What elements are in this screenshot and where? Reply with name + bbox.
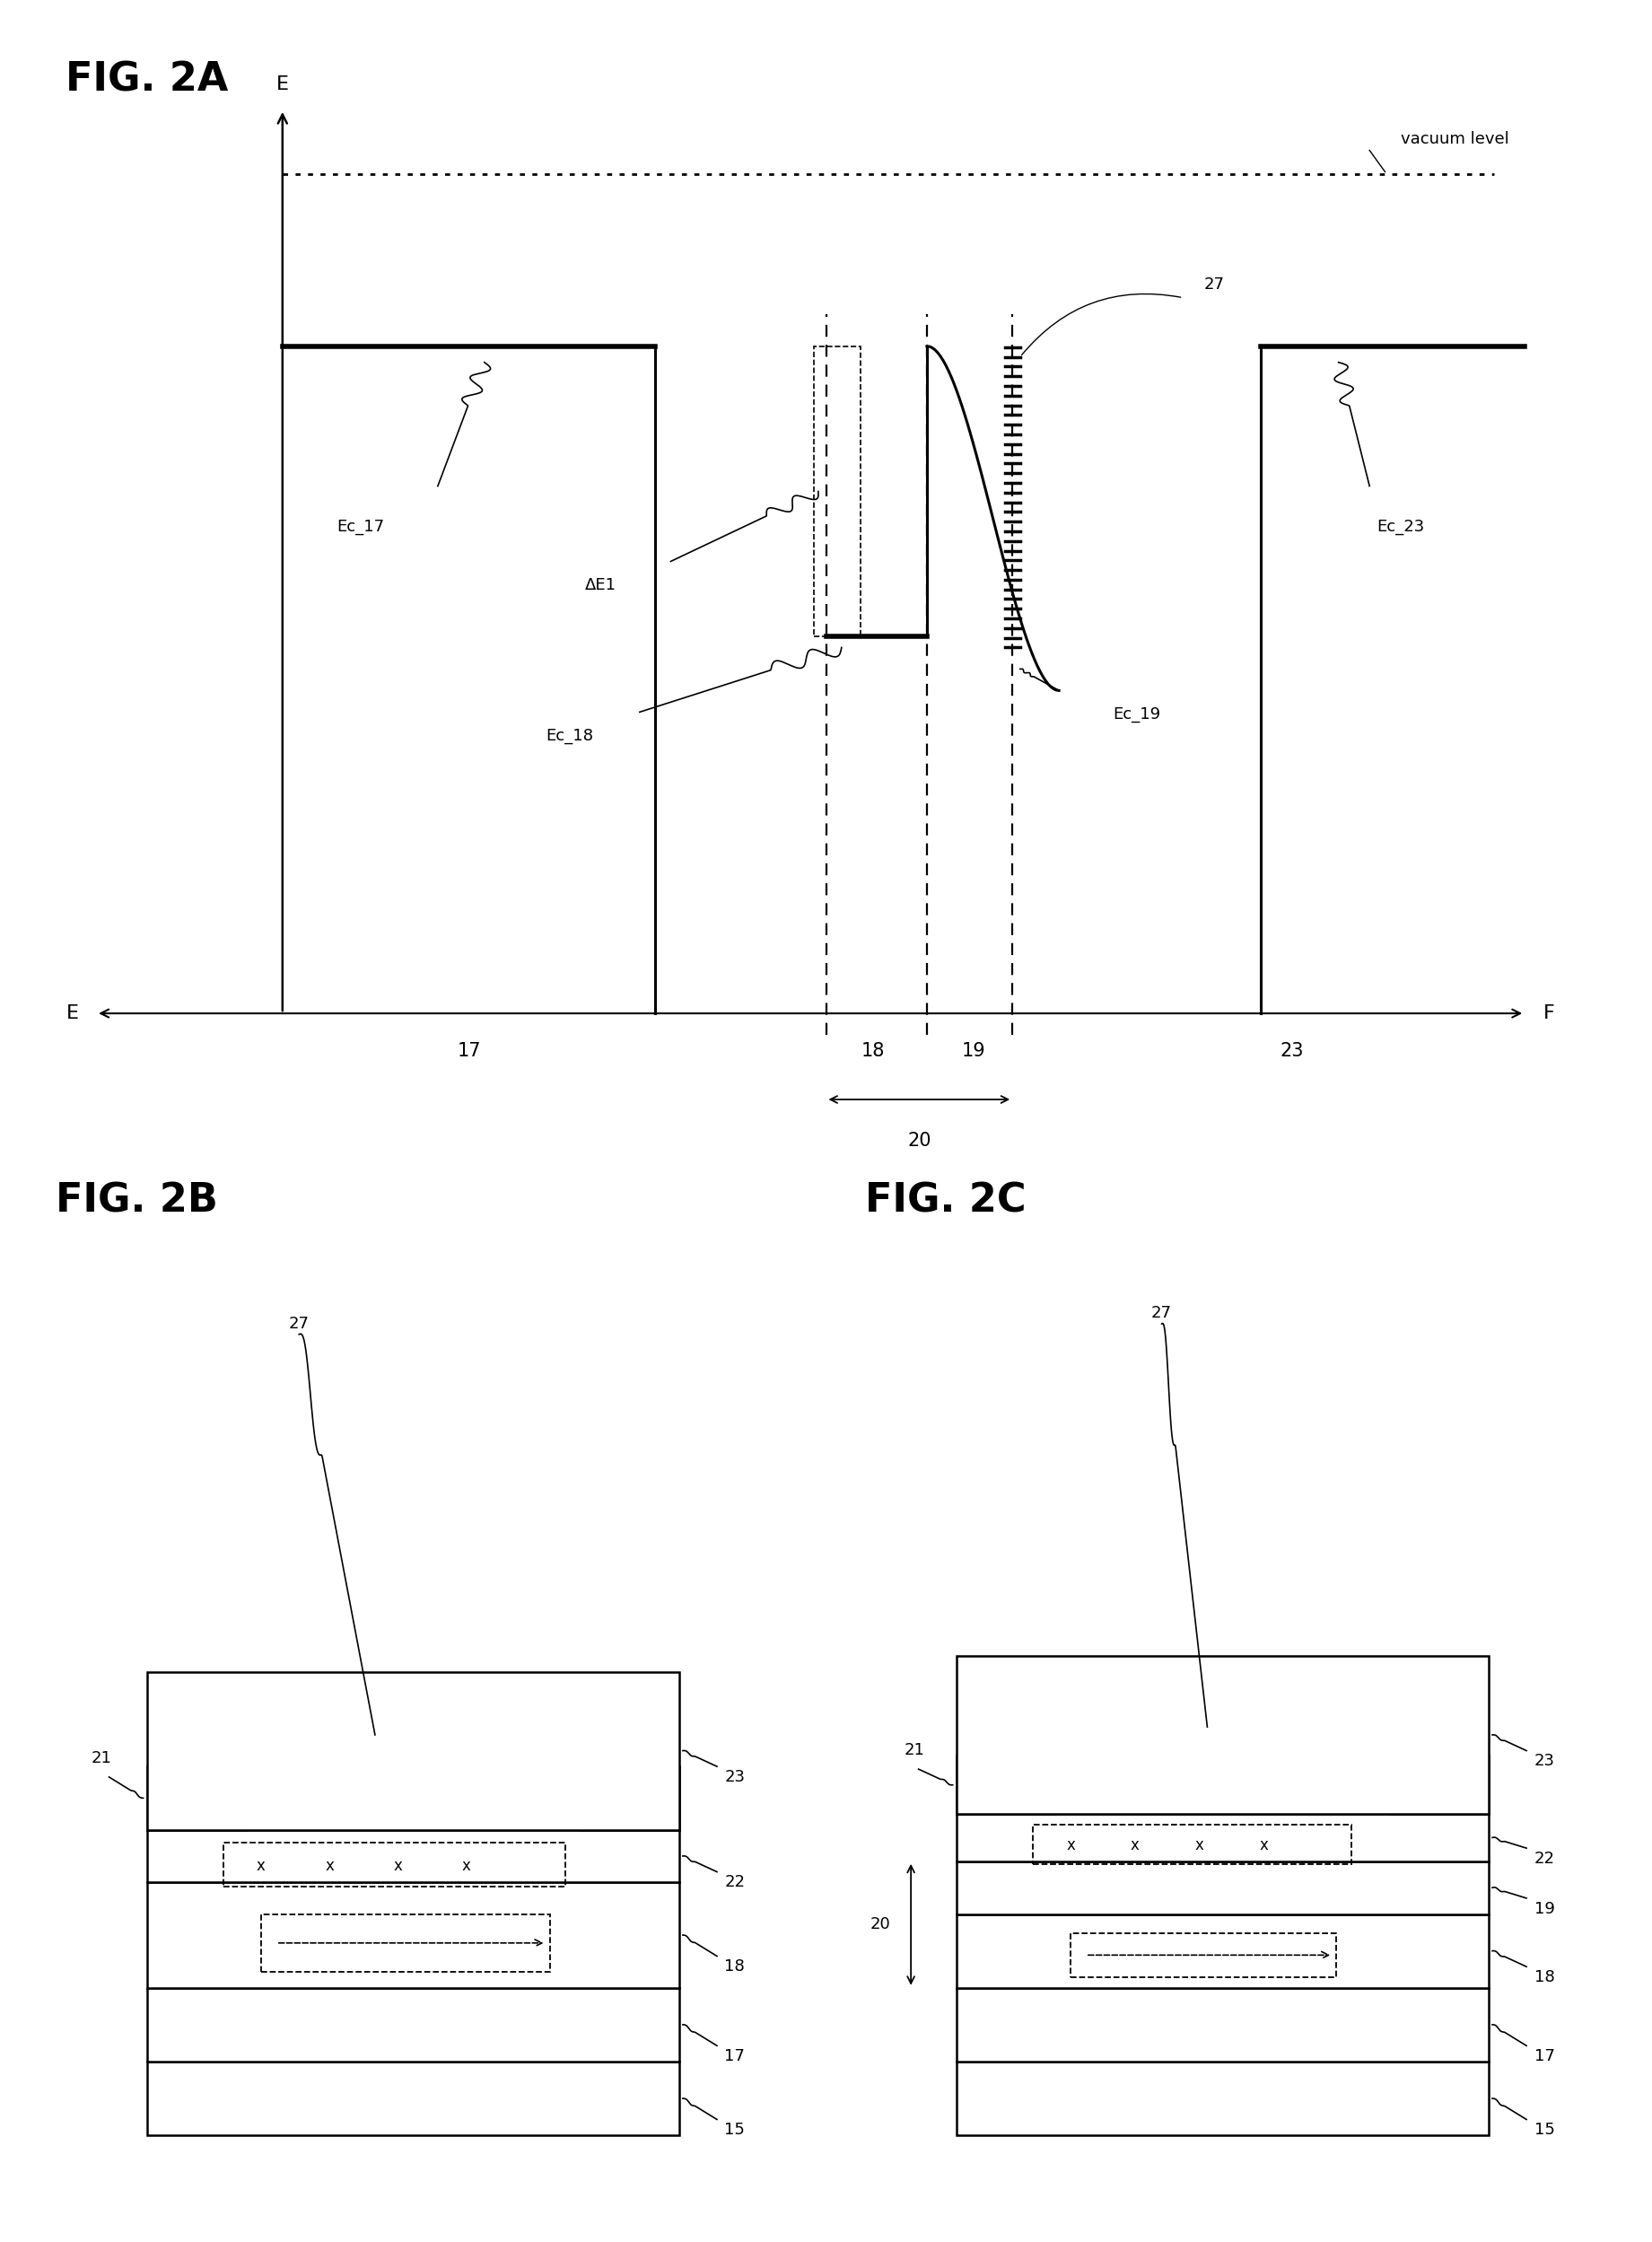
Text: 27: 27 xyxy=(1204,276,1224,291)
Text: 27: 27 xyxy=(1151,1305,1171,1321)
Bar xyxy=(1032,1825,1351,1865)
Text: x: x xyxy=(393,1856,401,1874)
Text: 19: 19 xyxy=(961,1043,986,1060)
Text: 17: 17 xyxy=(725,2049,745,2065)
Text: F: F xyxy=(1543,1004,1555,1022)
Bar xyxy=(147,1829,679,1883)
Bar xyxy=(1070,1933,1336,1977)
Bar xyxy=(147,1883,679,1989)
Bar xyxy=(957,1814,1488,1861)
Text: 17: 17 xyxy=(1535,2049,1555,2065)
Bar xyxy=(1389,1755,1488,1814)
Bar xyxy=(147,1673,679,1829)
Text: x: x xyxy=(1260,1838,1269,1854)
Bar xyxy=(957,1861,1488,1915)
Text: vacuum level: vacuum level xyxy=(1401,130,1510,148)
Text: 18: 18 xyxy=(1535,1968,1555,1986)
Bar xyxy=(957,1989,1488,2063)
Text: 15: 15 xyxy=(1535,2121,1555,2139)
Text: E: E xyxy=(276,76,289,94)
Bar xyxy=(957,1915,1488,1989)
Text: FIG. 2A: FIG. 2A xyxy=(64,61,228,99)
Text: 21: 21 xyxy=(904,1742,925,1758)
Bar xyxy=(957,2063,1488,2134)
Text: x: x xyxy=(463,1856,471,1874)
Bar xyxy=(147,1767,246,1829)
Text: 22: 22 xyxy=(1535,1850,1555,1868)
Bar xyxy=(147,1989,679,2063)
Bar xyxy=(957,1657,1488,1814)
Bar xyxy=(580,1767,679,1829)
Text: 22: 22 xyxy=(725,1874,745,1890)
Text: 23: 23 xyxy=(1535,1753,1555,1769)
Text: 20: 20 xyxy=(907,1132,932,1150)
Text: 18: 18 xyxy=(861,1043,884,1060)
Text: 21: 21 xyxy=(91,1751,112,1767)
Text: Ec_18: Ec_18 xyxy=(547,729,593,744)
Text: 19: 19 xyxy=(1535,1901,1555,1917)
Text: x: x xyxy=(1196,1838,1204,1854)
Text: x: x xyxy=(1066,1838,1075,1854)
Bar xyxy=(957,1755,1056,1814)
Text: x: x xyxy=(256,1856,266,1874)
Bar xyxy=(261,1915,550,1973)
Text: ΔE1: ΔE1 xyxy=(585,578,616,594)
Text: 20: 20 xyxy=(871,1917,890,1933)
Text: FIG. 2B: FIG. 2B xyxy=(56,1182,218,1220)
Text: Ec_23: Ec_23 xyxy=(1376,518,1424,534)
Text: Ec_19: Ec_19 xyxy=(1113,706,1160,722)
Text: E: E xyxy=(66,1004,79,1022)
Bar xyxy=(147,2063,679,2134)
Bar xyxy=(223,1843,565,1886)
Text: Ec_17: Ec_17 xyxy=(337,518,383,534)
Text: FIG. 2C: FIG. 2C xyxy=(866,1182,1026,1220)
Bar xyxy=(813,345,861,637)
Text: 23: 23 xyxy=(725,1769,745,1785)
Text: 23: 23 xyxy=(1280,1043,1303,1060)
Text: 27: 27 xyxy=(289,1316,309,1332)
Text: x: x xyxy=(325,1856,334,1874)
Text: x: x xyxy=(1130,1838,1140,1854)
Text: 17: 17 xyxy=(458,1043,481,1060)
Text: 15: 15 xyxy=(725,2121,745,2139)
Text: 18: 18 xyxy=(725,1960,745,1975)
